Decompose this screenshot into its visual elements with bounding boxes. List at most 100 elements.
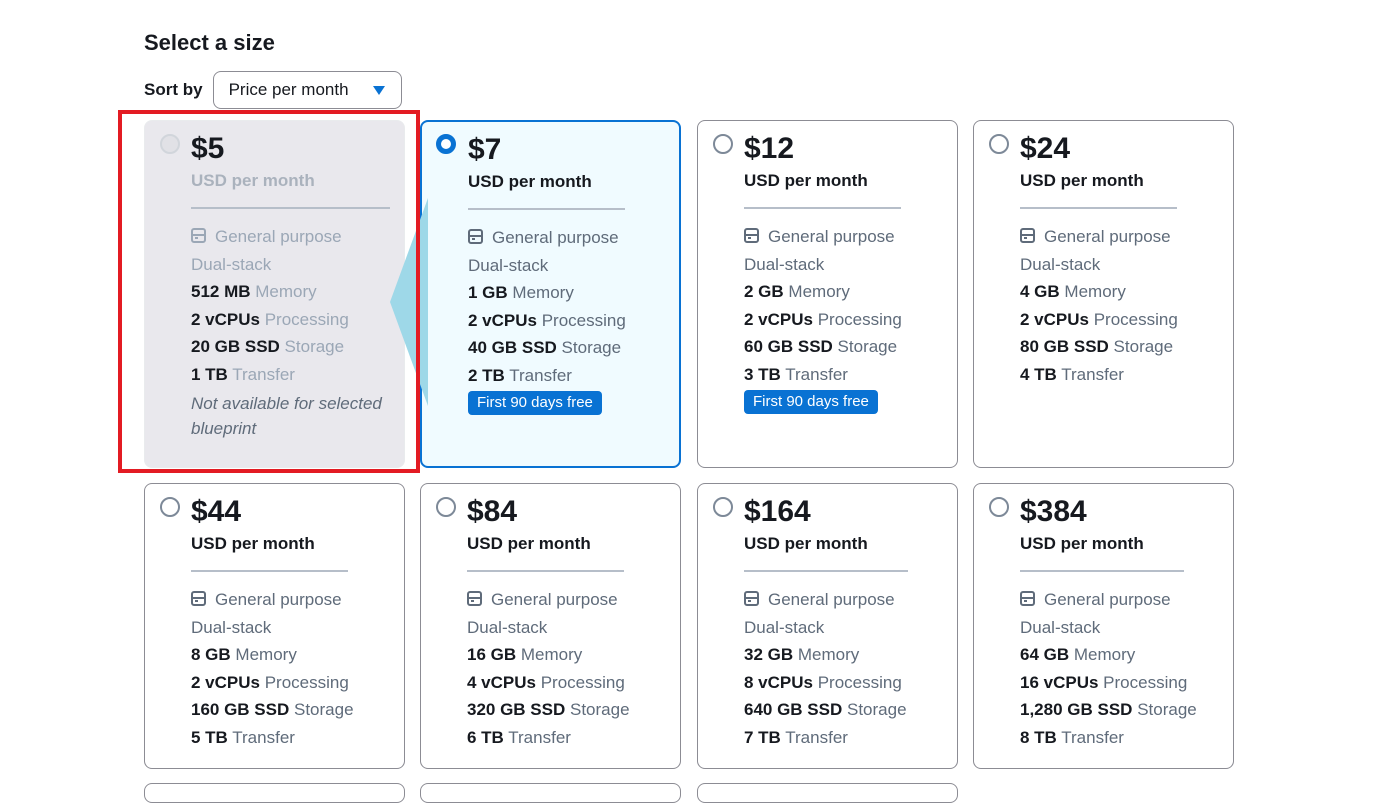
plan-memory: 16 GB Memory xyxy=(467,645,583,664)
size-radio[interactable] xyxy=(989,497,1009,517)
plan-transfer: 4 TB Transfer xyxy=(1020,364,1124,384)
size-radio[interactable] xyxy=(713,134,733,154)
divider xyxy=(191,570,348,572)
plan-type: General purpose xyxy=(1020,586,1223,614)
size-card[interactable]: $12 USD per month General purpose Dual-stac… xyxy=(697,120,958,468)
free-trial-badge: First 90 days free xyxy=(468,391,602,415)
server-icon xyxy=(744,591,759,606)
plan-type: General purpose xyxy=(191,223,394,251)
plan-type: General purpose xyxy=(468,224,669,252)
server-icon xyxy=(1020,228,1035,243)
plan-memory: 1 GB Memory xyxy=(468,283,574,302)
plan-price-unit: USD per month xyxy=(467,534,591,553)
sort-select-value: Price per month xyxy=(228,80,349,99)
plan-network: Dual-stack xyxy=(191,254,272,274)
sort-select[interactable]: Price per month xyxy=(212,71,402,109)
plan-transfer: 6 TB Transfer xyxy=(467,727,571,747)
plan-storage: 160 GB SSD Storage xyxy=(191,700,354,719)
plan-storage: 640 GB SSD Storage xyxy=(744,700,907,719)
size-card[interactable]: $44 USD per month General purpose Dual-stac… xyxy=(144,483,405,769)
divider xyxy=(467,570,624,572)
size-radio[interactable] xyxy=(436,497,456,517)
page-title: Select a size xyxy=(144,30,275,55)
size-card[interactable]: $84 USD per month General purpose Dual-stac… xyxy=(420,483,681,769)
size-card-partial[interactable] xyxy=(420,783,681,803)
divider xyxy=(191,207,390,209)
plan-price: $44 xyxy=(191,495,242,528)
divider xyxy=(1020,570,1184,572)
plan-type: General purpose xyxy=(191,586,394,614)
plan-price: $164 xyxy=(744,495,811,528)
plan-price: $7 xyxy=(468,133,502,166)
server-icon xyxy=(467,591,482,606)
plan-type: General purpose xyxy=(744,586,947,614)
plan-processing: 2 vCPUs Processing xyxy=(468,310,626,330)
plan-price-unit: USD per month xyxy=(744,534,868,553)
plan-memory: 8 GB Memory xyxy=(191,645,297,664)
size-card-content: $44 USD per month General purpose Dual-stac… xyxy=(191,493,394,751)
plan-price-unit: USD per month xyxy=(1020,534,1144,553)
size-card-content: $7 USD per month General purpose Dual-stack… xyxy=(468,131,669,415)
divider xyxy=(468,208,625,210)
plan-memory: 512 MB Memory xyxy=(191,282,317,301)
plan-processing: 4 vCPUs Processing xyxy=(467,672,625,692)
size-radio[interactable] xyxy=(713,497,733,517)
size-radio[interactable] xyxy=(989,134,1009,154)
plan-processing: 2 vCPUs Processing xyxy=(191,309,349,329)
size-card[interactable]: $384 USD per month General purpose Dual-sta… xyxy=(973,483,1234,769)
size-card[interactable]: $24 USD per month General purpose Dual-stac… xyxy=(973,120,1234,468)
caret-down-icon xyxy=(372,85,385,95)
plan-storage: 80 GB SSD Storage xyxy=(1020,337,1174,356)
plan-network: Dual-stack xyxy=(467,617,548,637)
plan-memory: 32 GB Memory xyxy=(744,645,860,664)
divider xyxy=(744,207,901,209)
sort-label: Sort by xyxy=(144,80,203,99)
divider xyxy=(1020,207,1177,209)
size-card[interactable]: $164 USD per month General purpose Dual-sta… xyxy=(697,483,958,769)
plan-type: General purpose xyxy=(1020,223,1223,251)
plan-transfer: 1 TB Transfer xyxy=(191,364,295,384)
plan-price: $5 xyxy=(191,132,225,165)
plan-memory: 4 GB Memory xyxy=(1020,282,1126,301)
plan-price: $384 xyxy=(1020,495,1087,528)
divider xyxy=(744,570,908,572)
plan-transfer: 5 TB Transfer xyxy=(191,727,295,747)
server-icon xyxy=(1020,591,1035,606)
plan-memory: 64 GB Memory xyxy=(1020,645,1136,664)
plan-network: Dual-stack xyxy=(744,254,825,274)
plan-network: Dual-stack xyxy=(468,255,549,275)
plan-price-unit: USD per month xyxy=(744,171,868,190)
plan-price: $24 xyxy=(1020,132,1071,165)
plan-price-unit: USD per month xyxy=(191,171,315,190)
size-card-content: $12 USD per month General purpose Dual-stac… xyxy=(744,130,947,414)
size-card-content: $384 USD per month General purpose Dual-sta… xyxy=(1020,493,1223,751)
plan-processing: 2 vCPUs Processing xyxy=(744,309,902,329)
size-card-partial[interactable] xyxy=(144,783,405,803)
plan-price: $84 xyxy=(467,495,518,528)
server-icon xyxy=(191,591,206,606)
plan-storage: 20 GB SSD Storage xyxy=(191,337,345,356)
sort-control: Sort by Price per month xyxy=(144,71,402,109)
plan-network: Dual-stack xyxy=(1020,617,1101,637)
plan-transfer: 3 TB Transfer xyxy=(744,364,848,384)
plan-network: Dual-stack xyxy=(744,617,825,637)
plan-transfer: 2 TB Transfer xyxy=(468,365,572,385)
plan-storage: 320 GB SSD Storage xyxy=(467,700,630,719)
size-radio[interactable] xyxy=(436,134,456,154)
plan-type: General purpose xyxy=(744,223,947,251)
size-card-content: $5 USD per month General purpose Dual-stack… xyxy=(191,130,394,441)
plan-network: Dual-stack xyxy=(191,617,272,637)
plan-price-unit: USD per month xyxy=(191,534,315,553)
plan-type: General purpose xyxy=(467,586,670,614)
size-card-partial[interactable] xyxy=(697,783,958,803)
server-icon xyxy=(468,229,483,244)
plan-transfer: 8 TB Transfer xyxy=(1020,727,1124,747)
plan-processing: 2 vCPUs Processing xyxy=(1020,309,1178,329)
size-card[interactable]: $7 USD per month General purpose Dual-stack… xyxy=(420,120,681,468)
size-card-content: $24 USD per month General purpose Dual-stac… xyxy=(1020,130,1223,388)
plan-price: $12 xyxy=(744,132,795,165)
size-card: $5 USD per month General purpose Dual-stack… xyxy=(144,120,405,468)
size-radio[interactable] xyxy=(160,497,180,517)
plan-storage: 60 GB SSD Storage xyxy=(744,337,898,356)
plan-price-unit: USD per month xyxy=(468,172,592,191)
